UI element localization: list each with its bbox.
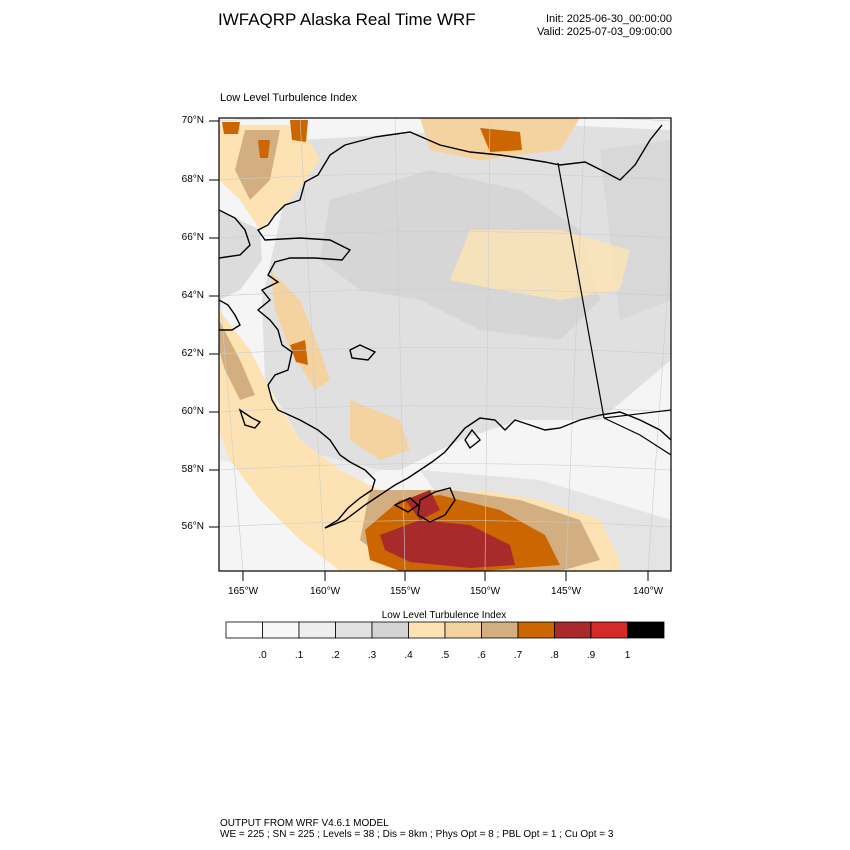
colorbar-box — [408, 621, 446, 639]
colorbar-box — [335, 621, 373, 639]
graticule — [219, 118, 671, 571]
lon-label: 160°W — [309, 586, 341, 597]
lon-label: 150°W — [469, 586, 501, 597]
colorbar-label: .7 — [513, 650, 523, 661]
map-field — [219, 118, 671, 571]
colorbar-label: .4 — [404, 650, 413, 661]
colorbar-label: .9 — [586, 650, 596, 661]
map-subtitle: Low Level Turbulence Index — [220, 92, 357, 104]
lat-label: 56°N — [181, 521, 204, 532]
colorbar-label: .0 — [258, 650, 267, 661]
colorbar-box — [590, 621, 628, 639]
lon-label: 155°W — [389, 586, 421, 597]
colorbar-box — [554, 621, 592, 639]
coastline — [219, 124, 671, 529]
colorbar-label: .2 — [331, 650, 340, 661]
lat-label: 64°N — [181, 290, 204, 301]
colorbar-title: Low Level Turbulence Index — [381, 610, 507, 621]
colorbar — [225, 621, 665, 639]
plot-title: IWFAQRP Alaska Real Time WRF — [218, 10, 476, 29]
colorbar-box — [225, 621, 263, 639]
colorbar-box — [517, 621, 555, 639]
colorbar-label: .1 — [294, 650, 304, 661]
border-line — [557, 162, 671, 456]
lat-label: 60°N — [181, 406, 204, 417]
lon-label: 145°W — [550, 586, 582, 597]
lat-label: 68°N — [181, 174, 204, 185]
colorbar-box — [444, 621, 482, 639]
footer-config: WE = 225 ; SN = 225 ; Levels = 38 ; Dis … — [220, 829, 614, 840]
lon-label: 140°W — [632, 586, 664, 597]
lat-label: 58°N — [181, 464, 204, 475]
colorbar-box — [262, 621, 300, 639]
lat-label: 70°N — [181, 115, 204, 126]
colorbar-label: .6 — [477, 650, 486, 661]
valid-time: Valid: 2025-07-03_09:00:00 — [537, 26, 672, 38]
lat-label: 62°N — [181, 348, 204, 359]
lon-label: 165°W — [227, 586, 259, 597]
footer-model: OUTPUT FROM WRF V4.6.1 MODEL — [220, 818, 389, 829]
colorbar-label: 1 — [624, 650, 631, 661]
axis-ticks — [209, 120, 649, 581]
colorbar-box — [298, 621, 336, 639]
map-frame — [218, 117, 672, 572]
colorbar-box — [371, 621, 409, 639]
colorbar-label: .8 — [550, 650, 559, 661]
colorbar-box — [627, 621, 665, 639]
init-time: Init: 2025-06-30_00:00:00 — [546, 13, 672, 25]
colorbar-label: .5 — [440, 650, 450, 661]
lat-label: 66°N — [181, 232, 204, 243]
colorbar-label: .3 — [367, 650, 377, 661]
colorbar-box — [481, 621, 519, 639]
